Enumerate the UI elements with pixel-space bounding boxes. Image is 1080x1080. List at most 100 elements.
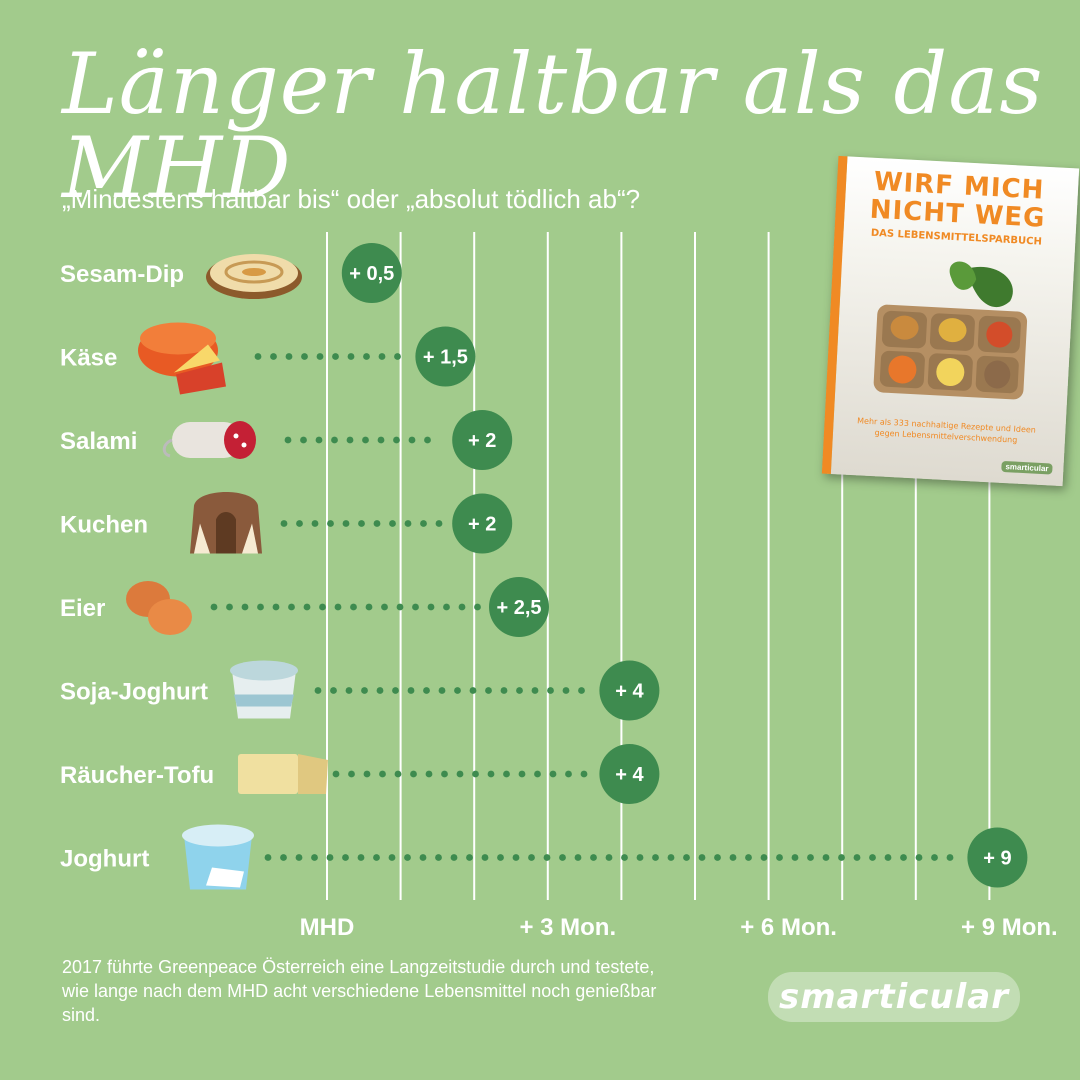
leader-dot [226, 603, 233, 611]
leader-dot [791, 854, 799, 861]
page-subtitle: „Mindestens haltbar bis“ oder „absolut t… [62, 184, 641, 214]
leader-dot [393, 436, 400, 444]
leader-dot [389, 520, 396, 527]
leader-dot [379, 770, 386, 778]
leader-dot [435, 854, 442, 861]
cheese-slice-rind [176, 362, 226, 395]
leader-dot [270, 353, 277, 360]
leader-dot [485, 687, 492, 694]
leader-dot [574, 854, 582, 861]
leader-dot [345, 687, 353, 694]
leader-dot [381, 603, 388, 611]
leader-dot [423, 687, 430, 694]
leader-dot [469, 687, 477, 694]
cup-lid [230, 660, 298, 681]
leader-dot [295, 854, 303, 861]
leader-dot [590, 854, 597, 861]
book-brand: smarticular [1001, 460, 1053, 475]
leader-dot [410, 770, 417, 778]
leader-dot [822, 854, 830, 861]
smarticular-logo: smarticular [768, 972, 1020, 1022]
leader-dot [714, 854, 721, 861]
leader-dot [392, 687, 399, 694]
leader-dot [412, 603, 419, 611]
leader-dot [362, 436, 369, 444]
leader-dot [621, 854, 628, 861]
chart-row-4: Kuchen + 2 [60, 492, 513, 554]
chart-row-5: Eier + 2,5 [60, 577, 549, 637]
category-label: Kuchen [60, 512, 148, 539]
footnote: 2017 führte Greenpeace Österreich eine L… [62, 957, 657, 1025]
value-label: + 2 [468, 514, 496, 536]
leader-dot [361, 687, 368, 694]
cake-hole [216, 512, 236, 554]
eggs-icon [126, 581, 192, 635]
leader-dot [443, 603, 450, 611]
book-title: WIRF MICH NICHT WEG [848, 167, 1069, 234]
leader-dot [435, 520, 443, 527]
leader-dot [331, 436, 338, 444]
category-label: Eier [60, 595, 105, 622]
leader-dot [500, 687, 508, 694]
cheese-wheel-top [140, 322, 216, 355]
leader-dot [516, 687, 523, 694]
category-label: Räucher-Tofu [60, 762, 214, 789]
category-label: Soja-Joghurt [60, 679, 208, 706]
leader-dot [900, 854, 907, 861]
leader-dot [838, 854, 845, 861]
leader-dot [454, 687, 461, 694]
leader-dot [376, 687, 384, 694]
leader-dot [559, 854, 566, 861]
chart-row-3: Salami + 2 [60, 410, 513, 470]
soy-yogurt-icon [230, 660, 298, 719]
leader-dot [512, 854, 520, 861]
leader-dot [667, 854, 675, 861]
leader-dot [394, 770, 402, 778]
leader-dot [605, 854, 613, 861]
value-bubble [489, 577, 549, 637]
leader-dot [311, 854, 318, 861]
cup-lid [182, 824, 254, 847]
leader-dot [404, 520, 412, 527]
leader-dot [254, 353, 262, 360]
leader-dot [350, 603, 357, 611]
leader-dot [652, 854, 659, 861]
leader-dot [346, 436, 354, 444]
leader-dot [450, 854, 458, 861]
leader-dot [378, 353, 386, 360]
leader-dot [373, 520, 381, 527]
leader-dot [280, 854, 287, 861]
leader-dot [394, 353, 401, 360]
value-label: + 9 [983, 848, 1011, 870]
leader-dot [853, 854, 861, 861]
leader-dot [884, 854, 892, 861]
leader-dot [760, 854, 768, 861]
chart-row-7: Räucher-Tofu + 4 [60, 744, 660, 804]
leader-dot [396, 603, 404, 611]
cup-band [234, 694, 294, 707]
cheese-icon [138, 322, 226, 395]
leader-dot [441, 770, 448, 778]
leader-dot [314, 687, 322, 694]
x-tick-label: + 9 Mon. [961, 914, 1058, 941]
leader-dot [210, 603, 218, 611]
leader-dot [562, 687, 570, 694]
value-bubble [415, 326, 476, 387]
page-title: Länger haltbar als das MHD [62, 35, 1044, 217]
value-bubble [341, 243, 402, 303]
value-bubble [599, 660, 660, 721]
fat-dot [233, 433, 239, 439]
value-bubble [452, 493, 513, 554]
leader-dot [326, 854, 334, 861]
leader-dot [284, 436, 292, 444]
salami-icon [162, 421, 256, 459]
leader-dot [296, 520, 303, 527]
book-cover: WIRF MICH NICHT WEG DAS LEBENSMITTELSPAR… [821, 155, 1080, 487]
leader-dot [528, 854, 535, 861]
leader-dot [729, 854, 737, 861]
value-bubble [452, 410, 513, 470]
value-bubble [967, 827, 1028, 888]
value-label: + 4 [615, 764, 644, 786]
